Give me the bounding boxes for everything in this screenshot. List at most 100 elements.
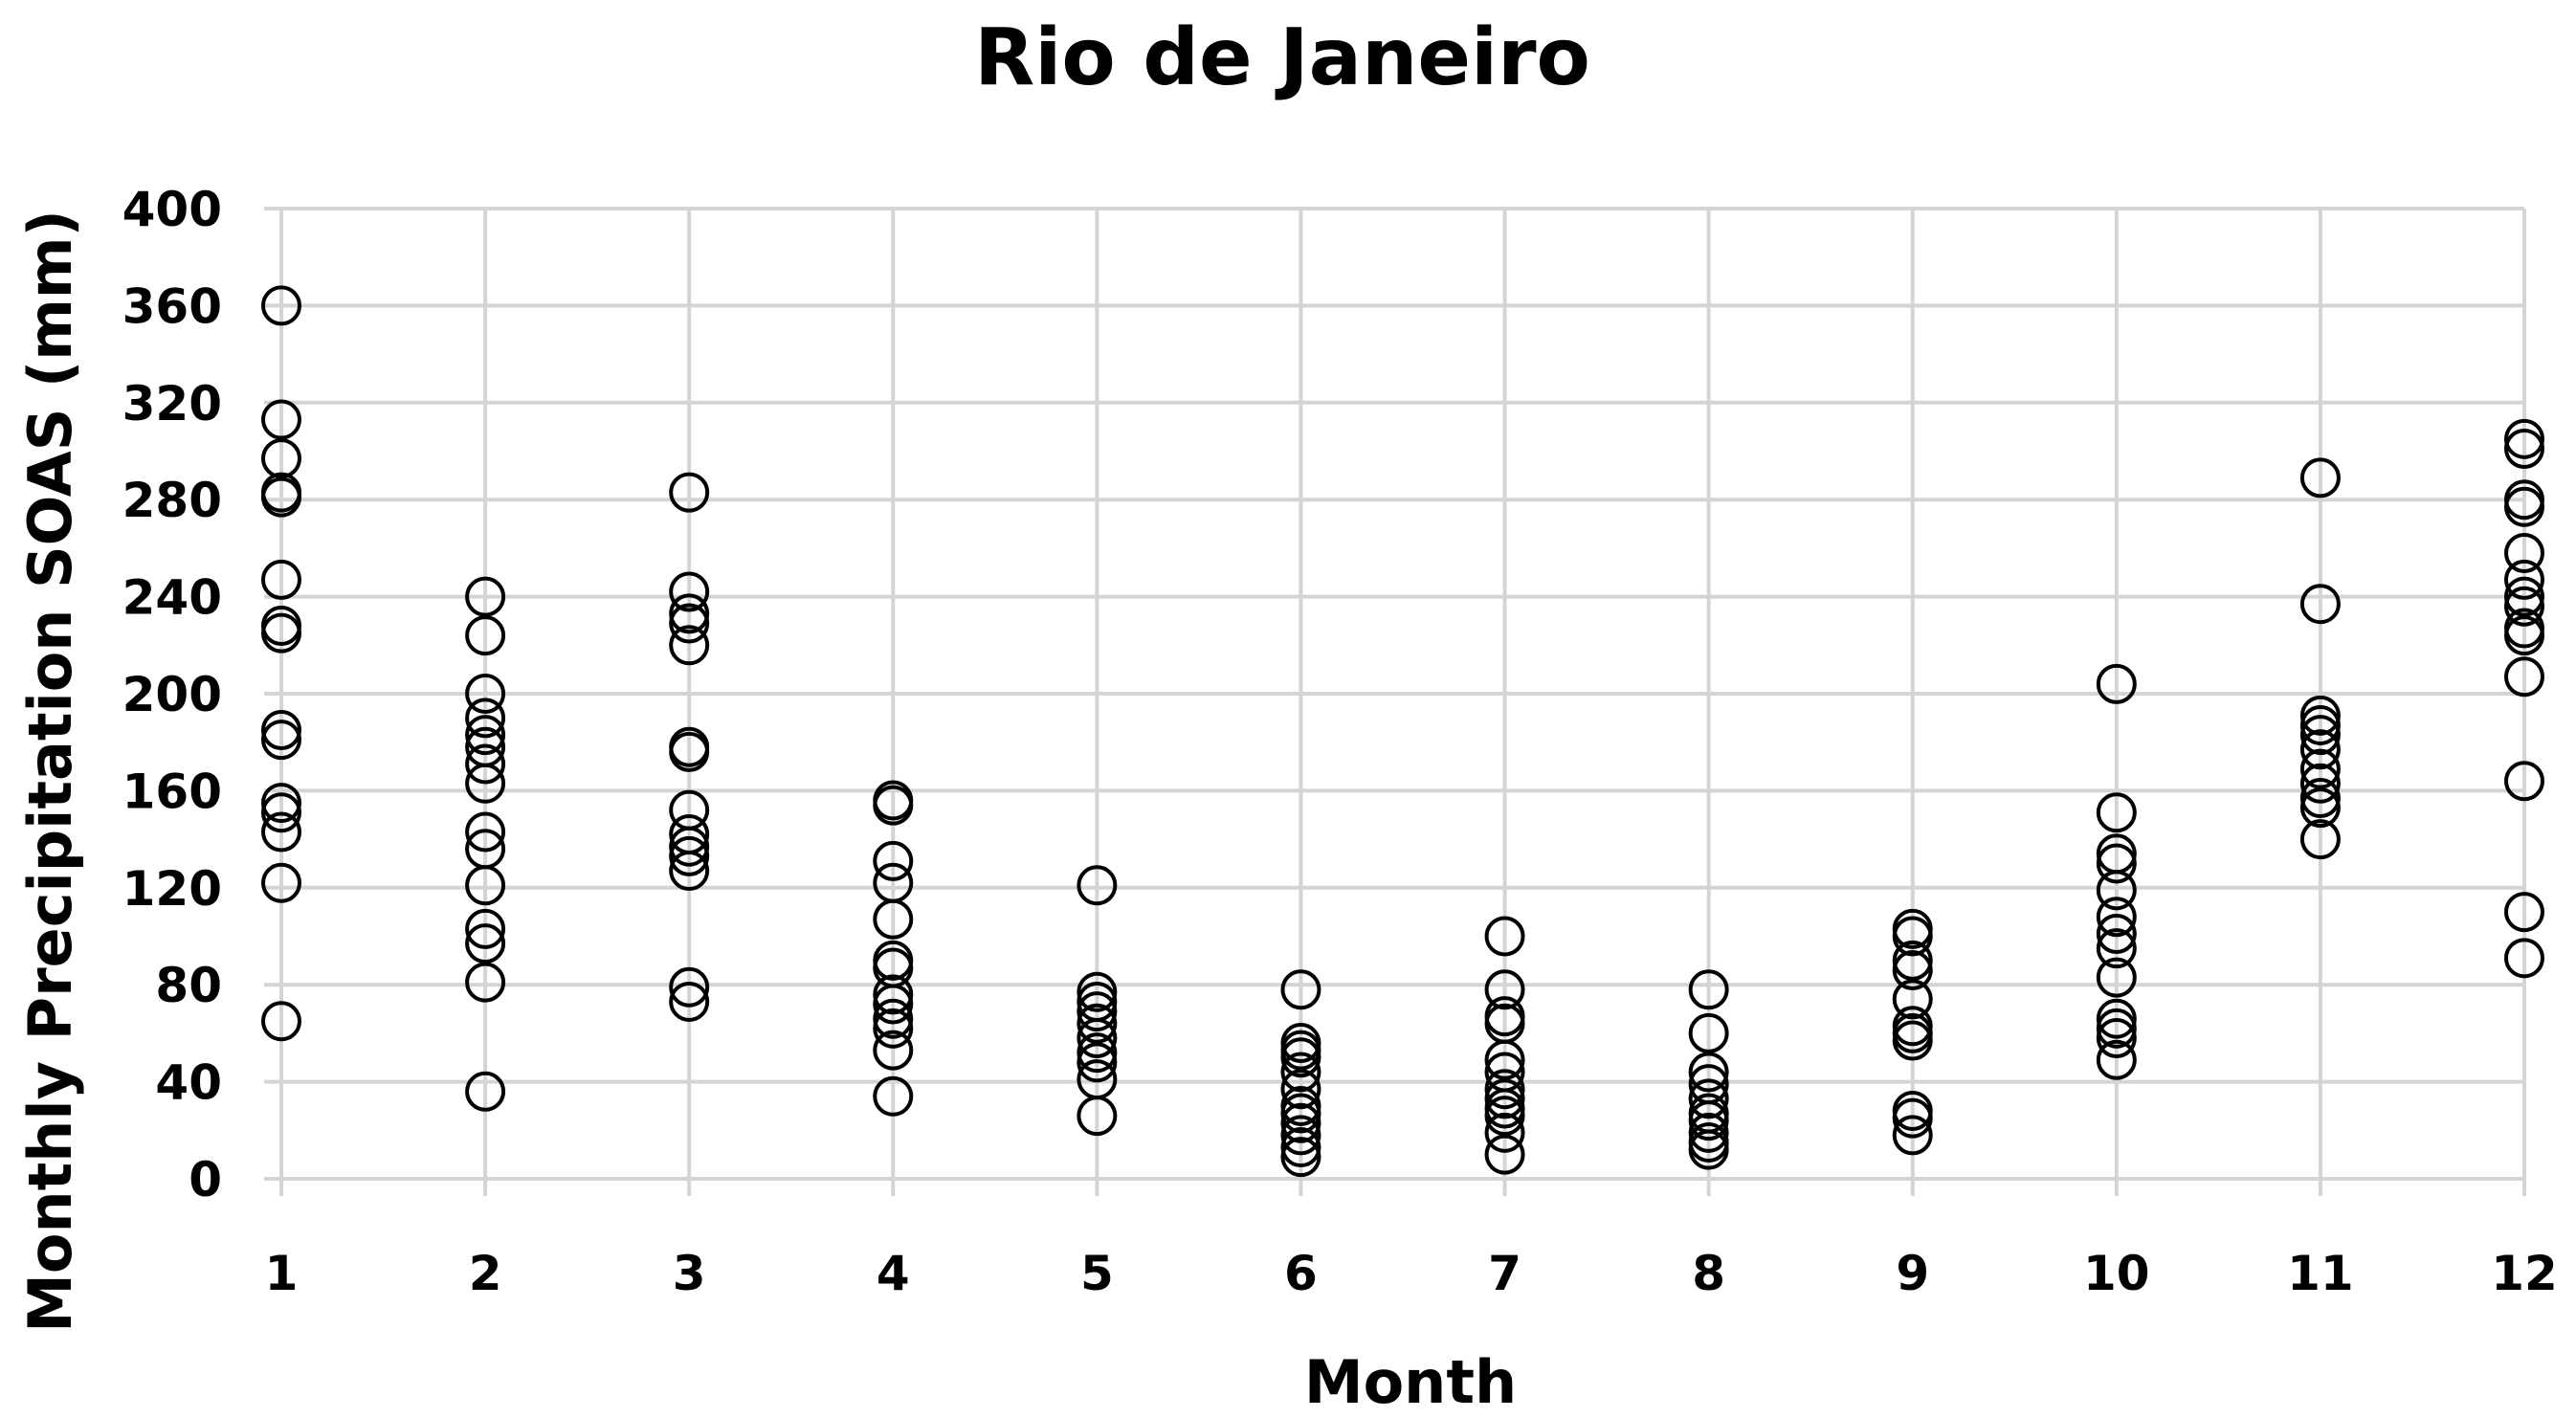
data-points — [261, 285, 2544, 1178]
x-tick-label: 4 — [877, 1246, 910, 1301]
x-tick-label: 3 — [673, 1246, 706, 1301]
data-point — [669, 603, 710, 644]
data-point — [2504, 418, 2544, 459]
x-tick-label: 11 — [2287, 1246, 2354, 1301]
data-point — [2096, 1039, 2137, 1080]
data-point — [1688, 1012, 1729, 1053]
data-point — [2504, 532, 2544, 573]
data-point — [873, 998, 914, 1039]
data-point — [1280, 1137, 1321, 1178]
data-point — [873, 785, 914, 826]
data-point — [465, 865, 506, 906]
data-point — [261, 783, 301, 824]
data-point — [2096, 663, 2137, 704]
data-point — [2096, 1008, 2137, 1049]
data-point — [1688, 1052, 1729, 1093]
data-point — [2096, 1017, 2137, 1058]
data-point — [1892, 1115, 1933, 1156]
data-point — [465, 576, 506, 617]
data-point — [2504, 615, 2544, 656]
data-point — [873, 984, 914, 1025]
data-point — [2096, 928, 2137, 969]
x-tick-label: 8 — [1692, 1246, 1725, 1301]
data-point — [465, 674, 506, 714]
data-point — [873, 1075, 914, 1117]
y-axis-label: Monthly Precipitation SOAS (mm) — [15, 210, 85, 1333]
data-point — [261, 792, 301, 833]
data-point — [261, 720, 301, 761]
data-point — [669, 731, 710, 772]
data-point — [873, 898, 914, 940]
data-point — [261, 399, 301, 440]
horizontal-gridlines — [264, 207, 2524, 1181]
data-point — [1077, 865, 1118, 906]
y-tick-label: 200 — [122, 667, 222, 722]
data-point — [2096, 792, 2137, 833]
y-tick-label: 40 — [155, 1055, 222, 1111]
chart-title: Rio de Janeiro — [974, 12, 1590, 103]
data-point — [1484, 1096, 1525, 1137]
x-tick-label: 7 — [1488, 1246, 1521, 1301]
data-point — [261, 285, 301, 326]
data-point — [669, 593, 710, 634]
data-point — [2299, 704, 2341, 745]
data-point — [1484, 1112, 1525, 1153]
data-point — [2299, 715, 2341, 756]
data-point — [1688, 1112, 1729, 1153]
data-point — [2096, 843, 2137, 884]
data-point — [1484, 916, 1525, 957]
data-point — [1892, 940, 1933, 981]
data-point — [465, 715, 506, 756]
data-point — [465, 1071, 506, 1112]
data-point — [2504, 656, 2544, 698]
data-point — [669, 966, 710, 1008]
data-point — [2299, 748, 2341, 789]
data-point — [1688, 1078, 1729, 1119]
x-tick-label: 2 — [469, 1246, 502, 1301]
data-point — [261, 438, 301, 479]
y-tick-label: 400 — [122, 182, 222, 237]
data-point — [1077, 1096, 1118, 1137]
data-point — [669, 625, 710, 666]
data-point — [1280, 1037, 1321, 1078]
data-point — [465, 615, 506, 656]
x-tick-label: 9 — [1896, 1246, 1929, 1301]
data-point — [2504, 576, 2544, 617]
data-point — [1077, 1042, 1118, 1083]
y-tick-label: 240 — [122, 570, 222, 626]
data-point — [1280, 1093, 1321, 1134]
data-point — [2096, 897, 2137, 938]
data-point — [669, 472, 710, 513]
data-point — [465, 908, 506, 949]
x-tick-label: 6 — [1284, 1246, 1318, 1301]
data-point — [2504, 428, 2544, 469]
data-point — [2299, 819, 2341, 860]
data-point — [2504, 559, 2544, 600]
data-point — [465, 962, 506, 1003]
data-point — [465, 763, 506, 804]
data-point — [1892, 1097, 1933, 1139]
data-point — [1484, 1069, 1525, 1110]
data-point — [1892, 916, 1933, 957]
data-point — [465, 743, 506, 785]
data-point — [261, 862, 301, 903]
data-point — [2096, 957, 2137, 998]
data-point — [2504, 761, 2544, 802]
data-point — [1484, 969, 1525, 1010]
data-point — [1077, 1017, 1118, 1058]
data-point — [669, 571, 710, 612]
data-point — [1688, 1100, 1729, 1141]
y-tick-label: 320 — [122, 376, 222, 432]
data-point — [669, 851, 710, 892]
data-point — [669, 981, 710, 1022]
data-point — [261, 1001, 301, 1042]
data-point — [261, 710, 301, 751]
y-tick-label: 280 — [122, 473, 222, 528]
data-point — [2299, 457, 2341, 499]
x-tick-label: 10 — [2083, 1246, 2150, 1301]
x-tick-label: 5 — [1080, 1246, 1114, 1301]
data-point — [1688, 969, 1729, 1010]
data-point — [261, 612, 301, 654]
data-point — [1484, 1078, 1525, 1119]
